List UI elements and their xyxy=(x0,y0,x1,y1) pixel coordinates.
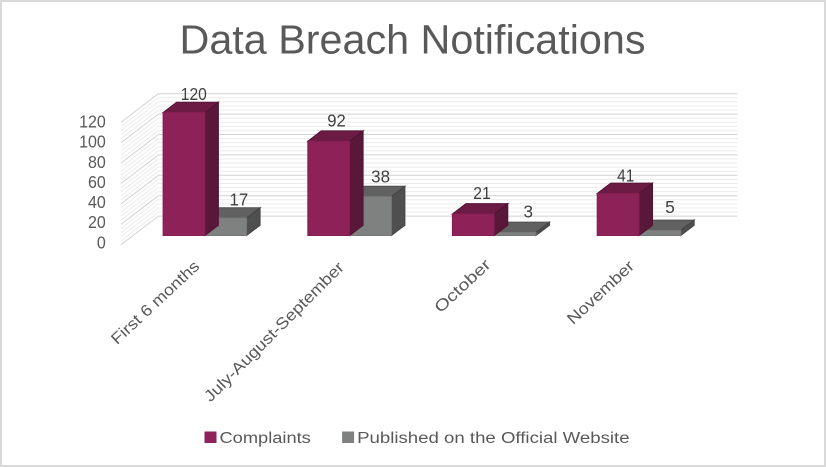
svg-text:5: 5 xyxy=(665,197,675,217)
svg-text:Complaints: Complaints xyxy=(220,430,312,447)
svg-text:38: 38 xyxy=(371,166,390,186)
svg-text:17: 17 xyxy=(230,190,249,210)
svg-text:21: 21 xyxy=(473,183,491,203)
svg-text:20: 20 xyxy=(88,212,106,232)
svg-text:Data Breach Notifications: Data Breach Notifications xyxy=(180,17,646,63)
svg-text:60: 60 xyxy=(88,172,106,192)
svg-text:40: 40 xyxy=(88,192,106,212)
svg-text:100: 100 xyxy=(79,132,106,152)
svg-text:120: 120 xyxy=(181,84,207,104)
svg-text:92: 92 xyxy=(327,111,346,131)
svg-text:41: 41 xyxy=(617,165,634,185)
svg-text:120: 120 xyxy=(79,112,106,132)
svg-text:3: 3 xyxy=(523,202,533,222)
svg-text:80: 80 xyxy=(88,152,106,172)
svg-text:0: 0 xyxy=(97,232,106,252)
svg-text:Published on the Official Webs: Published on the Official Website xyxy=(357,430,629,447)
